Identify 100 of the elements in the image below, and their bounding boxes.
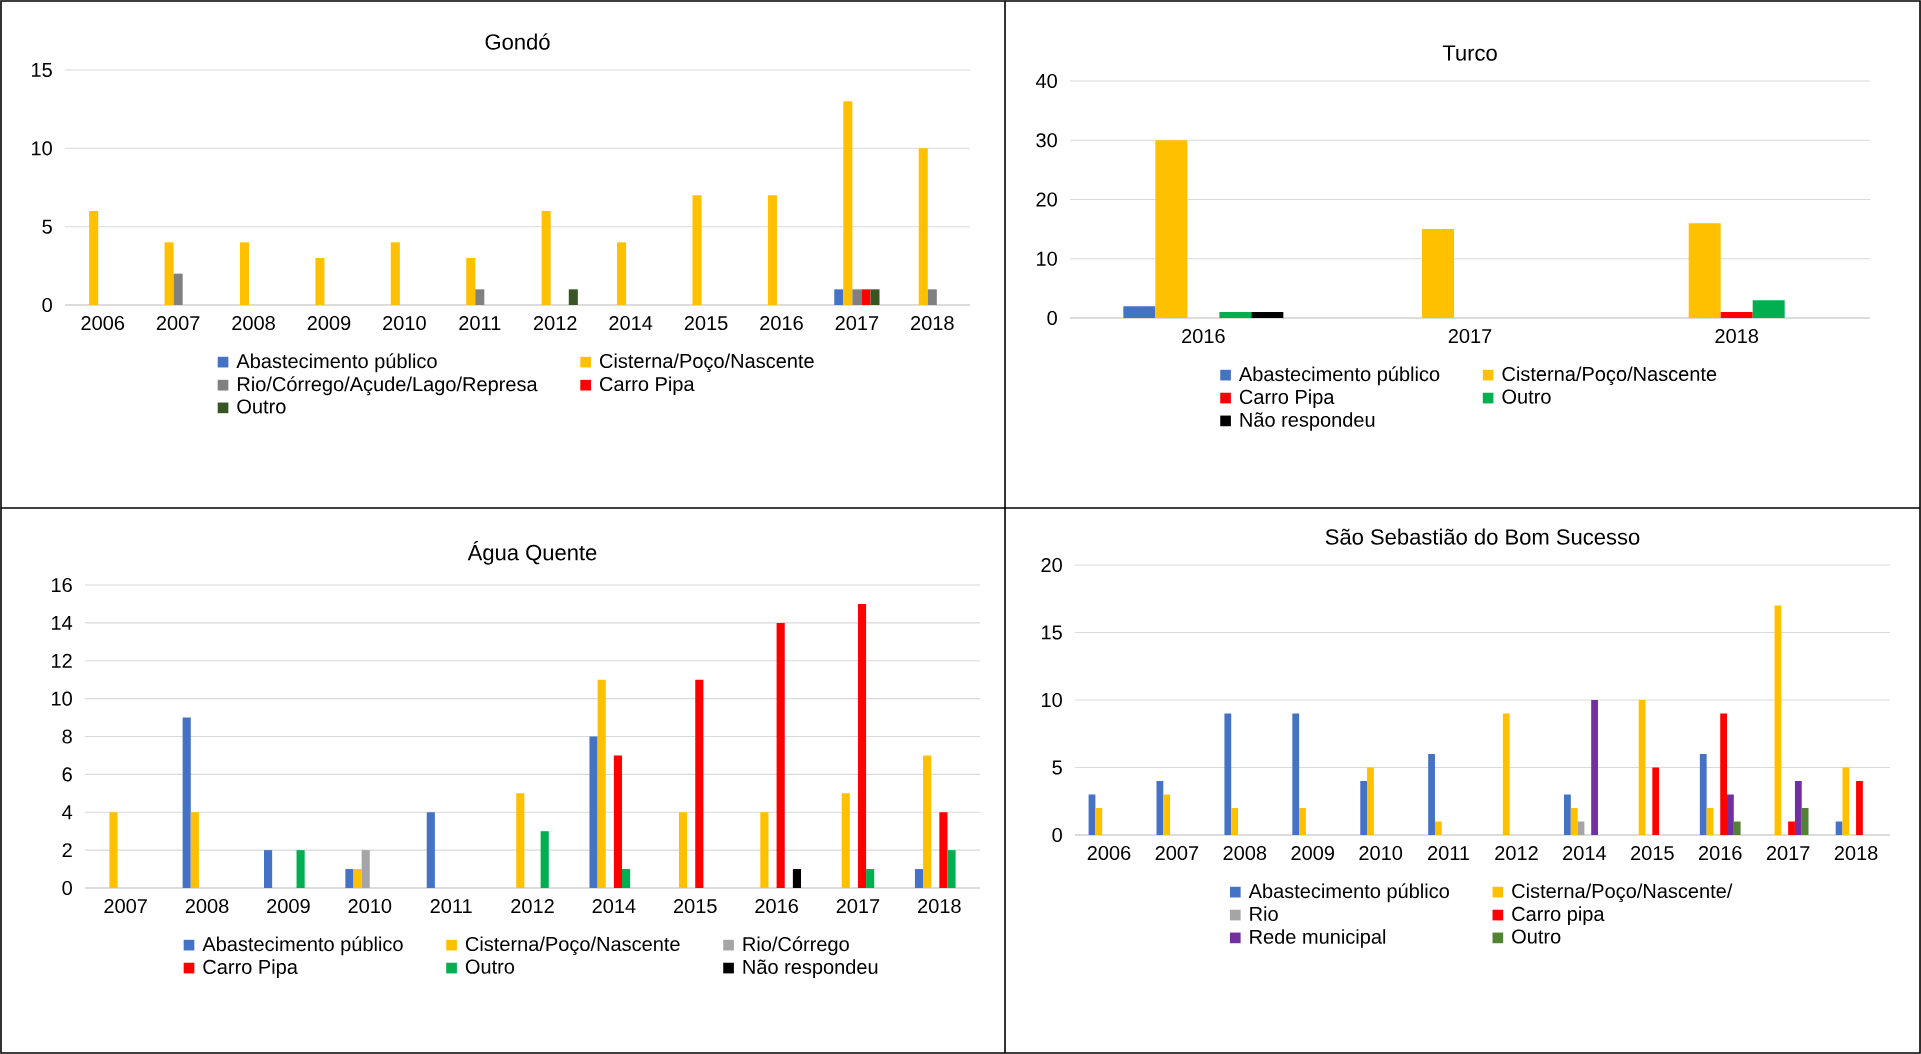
bar <box>190 812 199 888</box>
bar <box>1688 223 1721 318</box>
y-tick-label: 10 <box>52 691 72 706</box>
legend-label: Cisterna/Poço/Nascente <box>600 353 814 373</box>
legend-label: Rio <box>1250 906 1278 922</box>
legend-label: Abastecimento público <box>1238 366 1440 386</box>
legend-label: Rio/Córrego/Açude/Lago/Represa <box>237 376 538 396</box>
x-tick-label: 2010 <box>383 315 426 331</box>
legend-label: Carro Pipa <box>203 959 298 978</box>
y-tick-label: 16 <box>52 577 72 593</box>
bar <box>947 850 956 888</box>
bar <box>1219 312 1252 318</box>
bar <box>597 679 606 888</box>
bar <box>1231 808 1239 835</box>
x-tick-label: 2012 <box>1495 845 1538 861</box>
x-tick-label: 2016 <box>1182 328 1225 344</box>
legend-label: Abastecimento público <box>236 353 437 373</box>
bar <box>914 869 924 888</box>
x-tick-label: 2016 <box>755 898 798 914</box>
bar <box>870 289 880 305</box>
x-tick-label: 2017 <box>835 315 879 331</box>
legend-label: Outro <box>237 399 286 414</box>
bar <box>1727 794 1734 835</box>
legend-label: Rio/Córrego <box>743 936 849 956</box>
legend-label: Cisterna/Poço/Nascente/ <box>1512 883 1733 903</box>
y-tick-label: 14 <box>52 616 73 630</box>
bar <box>1788 821 1795 835</box>
bar <box>109 812 118 888</box>
x-tick-label: 2014 <box>592 898 636 914</box>
bar <box>1155 140 1188 318</box>
y-tick-label: 4 <box>62 805 73 820</box>
x-tick-label: 2006 <box>1087 845 1131 861</box>
bar <box>315 257 325 305</box>
y-tick-label: 0 <box>1047 310 1057 326</box>
bar <box>1752 300 1785 318</box>
y-tick-label: 6 <box>62 767 72 782</box>
x-tick-label: 2012 <box>511 898 554 914</box>
x-tick-label: 2007 <box>1155 845 1199 861</box>
bar <box>345 869 354 888</box>
x-tick-label: 2017 <box>1448 328 1492 344</box>
legend-label: Carro Pipa <box>600 376 695 396</box>
x-tick-label: 2009 <box>1291 845 1334 861</box>
bar <box>866 869 875 888</box>
legend-label: Não respondeu <box>1240 412 1375 431</box>
y-tick-label: 5 <box>42 219 52 234</box>
bar <box>1502 713 1510 835</box>
x-tick-label: 2018 <box>918 898 961 914</box>
bar <box>1367 767 1374 835</box>
x-tick-label: 2016 <box>760 315 803 331</box>
legend-label: Abastecimento público <box>202 936 403 956</box>
bar <box>1856 781 1863 835</box>
y-tick-label: 5 <box>1052 760 1062 775</box>
x-tick-label: 2006 <box>81 315 125 331</box>
bar <box>927 289 937 305</box>
bar <box>678 812 688 888</box>
bar <box>426 812 435 888</box>
y-tick-label: 10 <box>1042 692 1062 708</box>
bar <box>1577 821 1585 835</box>
bar <box>1251 312 1284 318</box>
y-tick-label: 0 <box>1052 827 1062 843</box>
bar <box>466 257 476 305</box>
bar <box>767 195 777 305</box>
bar <box>695 679 704 888</box>
x-tick-label: 2017 <box>1766 845 1810 861</box>
y-tick-label: 20 <box>1036 192 1057 207</box>
x-tick-label: 2014 <box>609 315 653 331</box>
bar <box>918 148 928 305</box>
bar <box>923 755 932 888</box>
x-tick-label: 2008 <box>185 898 229 914</box>
bar <box>173 273 183 305</box>
bar <box>843 101 853 305</box>
bar <box>1360 781 1368 835</box>
x-tick-label: 2011 <box>459 315 501 331</box>
bar <box>1591 700 1598 835</box>
bar <box>1720 312 1753 318</box>
y-tick-label: 15 <box>32 63 52 77</box>
chart-title: Turco <box>1442 45 1497 61</box>
x-tick-label: 2012 <box>533 315 577 331</box>
y-tick-label: 40 <box>1035 73 1057 89</box>
x-tick-label: 2008 <box>232 315 275 331</box>
x-tick-label: 2009 <box>267 898 310 914</box>
bar <box>841 793 850 888</box>
bar <box>622 869 631 888</box>
legend-label: Não respondeu <box>743 959 878 978</box>
x-tick-label: 2015 <box>673 898 717 914</box>
bar <box>361 850 370 888</box>
y-tick-label: 0 <box>62 880 72 896</box>
legend-label: Outro <box>1512 929 1561 944</box>
bar <box>692 195 702 305</box>
chart-title: Água Quente <box>467 541 597 565</box>
x-tick-label: 2015 <box>1631 845 1674 861</box>
legend-label: Outro <box>1502 389 1551 404</box>
bar <box>1564 794 1571 835</box>
bar <box>516 793 525 888</box>
x-tick-label: 2010 <box>1359 845 1403 861</box>
y-tick-label: 10 <box>32 141 52 156</box>
x-tick-label: 2018 <box>1834 845 1878 861</box>
y-tick-label: 10 <box>1037 251 1057 266</box>
x-tick-label: 2009 <box>307 315 351 331</box>
bar <box>1095 808 1103 835</box>
